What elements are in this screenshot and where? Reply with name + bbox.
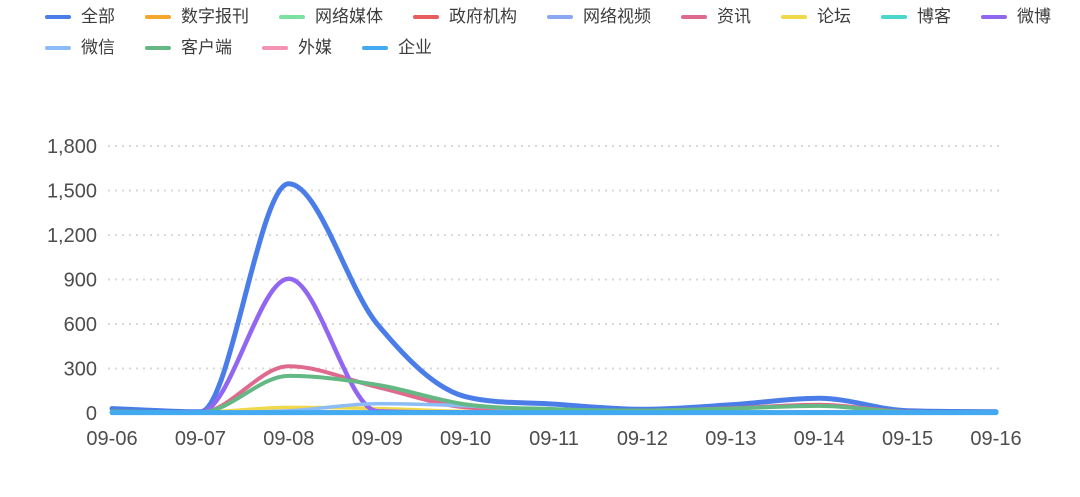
legend-line-marker-app-client — [145, 45, 171, 50]
x-axis-label-09-09: 09-09 — [352, 428, 403, 450]
y-axis-label-1500: 1,500 — [47, 181, 97, 203]
legend-item-enterprise[interactable]: 企业 — [362, 39, 432, 56]
legend-label-government: 政府机构 — [449, 7, 517, 26]
legend-item-digital-newspaper[interactable]: 数字报刊 — [145, 8, 249, 25]
legend-item-news[interactable]: 资讯 — [681, 8, 751, 25]
legend-line-marker-weibo — [981, 14, 1007, 19]
y-axis-label-300: 300 — [64, 359, 97, 381]
legend-line-marker-all — [45, 14, 71, 19]
x-axis-label-09-11: 09-11 — [529, 428, 579, 450]
legend-line-marker-enterprise — [362, 45, 388, 50]
x-axis-label-09-15: 09-15 — [882, 428, 933, 450]
legend-row-2: 微信 客户端 外媒 企业 — [45, 39, 1055, 56]
legend-line-marker-online-video — [547, 14, 573, 19]
legend-label-blog: 博客 — [917, 7, 951, 26]
y-axis-label-0: 0 — [86, 403, 97, 425]
x-axis-label-09-07: 09-07 — [175, 428, 226, 450]
series-line-all[interactable] — [109, 181, 999, 415]
legend-label-online-media: 网络媒体 — [315, 7, 383, 26]
legend-label-app-client: 客户端 — [181, 38, 232, 57]
legend-item-all[interactable]: 全部 — [45, 8, 115, 25]
legend-line-marker-wechat — [45, 45, 71, 50]
x-axis-label-09-13: 09-13 — [705, 428, 756, 450]
legend-label-forum: 论坛 — [817, 7, 851, 26]
legend-label-weibo: 微博 — [1017, 7, 1051, 26]
legend-line-marker-digital-newspaper — [145, 14, 171, 19]
legend-item-weibo[interactable]: 微博 — [981, 8, 1051, 25]
legend-line-marker-online-media — [279, 14, 305, 19]
legend-line-marker-foreign-media — [262, 45, 288, 50]
legend-item-online-media[interactable]: 网络媒体 — [279, 8, 383, 25]
x-axis-label-09-12: 09-12 — [617, 428, 668, 450]
x-axis-label-09-10: 09-10 — [440, 428, 491, 450]
x-axis-label-09-16: 09-16 — [970, 428, 1021, 450]
legend-label-wechat: 微信 — [81, 38, 115, 57]
y-axis-label-1800: 1,800 — [47, 136, 97, 158]
x-axis-label-09-14: 09-14 — [794, 428, 845, 450]
legend-row-1: 全部 数字报刊 网络媒体 政府机构 网络视频 资讯 论坛 博客 微博 — [45, 8, 1055, 25]
x-axis-label-09-08: 09-08 — [263, 428, 314, 450]
y-axis-label-1200: 1,200 — [47, 225, 97, 247]
legend-line-marker-government — [413, 14, 439, 19]
legend-line-marker-news — [681, 14, 707, 19]
legend-item-foreign-media[interactable]: 外媒 — [262, 39, 332, 56]
y-axis-label-600: 600 — [64, 314, 97, 336]
legend-item-app-client[interactable]: 客户端 — [145, 39, 232, 56]
legend-line-marker-blog — [881, 14, 907, 19]
legend-label-all: 全部 — [81, 7, 115, 26]
legend-line-marker-forum — [781, 14, 807, 19]
legend-label-digital-newspaper: 数字报刊 — [181, 7, 249, 26]
chart-legend: 全部 数字报刊 网络媒体 政府机构 网络视频 资讯 论坛 博客 微博微信 客户端 外媒 企业 — [45, 8, 1055, 56]
legend-item-wechat[interactable]: 微信 — [45, 39, 115, 56]
legend-label-news: 资讯 — [717, 7, 751, 26]
x-axis-label-09-06: 09-06 — [86, 428, 137, 450]
legend-label-enterprise: 企业 — [398, 38, 432, 57]
legend-item-government[interactable]: 政府机构 — [413, 8, 517, 25]
y-axis-label-900: 900 — [64, 270, 97, 292]
series-line-app-client[interactable] — [110, 373, 998, 415]
legend-label-foreign-media: 外媒 — [298, 38, 332, 57]
legend-item-online-video[interactable]: 网络视频 — [547, 8, 651, 25]
legend-item-forum[interactable]: 论坛 — [781, 8, 851, 25]
legend-item-blog[interactable]: 博客 — [881, 8, 951, 25]
legend-label-online-video: 网络视频 — [583, 7, 651, 26]
